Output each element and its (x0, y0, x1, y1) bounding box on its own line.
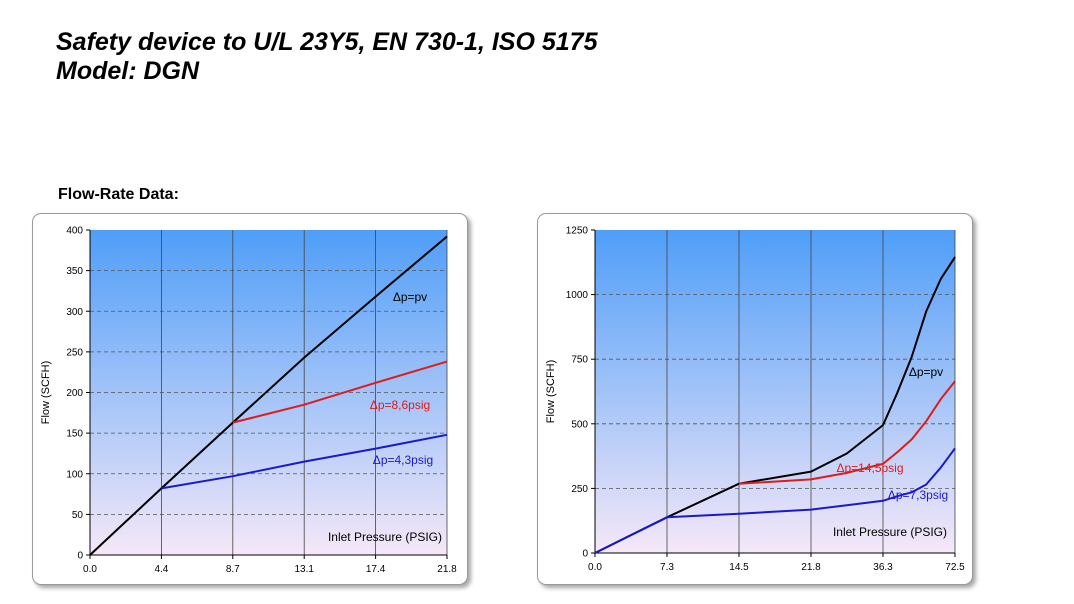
y-tick-label: 1250 (566, 226, 589, 237)
y-tick-label: 150 (66, 429, 83, 440)
y-tick-label: 200 (66, 388, 83, 399)
x-tick-label: 7.3 (660, 562, 674, 573)
x-axis-label: Inlet Pressure (PSIG) (833, 525, 947, 539)
series-label-2: Δp=4,3psig (373, 453, 433, 467)
y-tick-label: 750 (571, 355, 588, 366)
flow-chart-right: 0 250 500 750 1000 1250 0.0 7.3 14.5 21.8 36.3 72.5… (537, 213, 973, 585)
y-tick-label: 1000 (566, 290, 589, 301)
x-tick-label: 8.7 (226, 564, 240, 575)
plot-area (595, 230, 955, 553)
flow-chart-left-svg: 0 50 100 150 200 250 300 350 400 0.0 4.4 8.7 13.1 17.… (40, 226, 457, 576)
y-tick-label: 0 (77, 551, 83, 562)
series-label-1: Δp=8,6psig (370, 398, 430, 412)
y-tick-label: 300 (66, 307, 83, 318)
y-tick-label: 500 (571, 419, 588, 430)
x-tick-label: 0.0 (83, 564, 97, 575)
series-line-1 (738, 380, 956, 485)
series-label-1: Δp=14,5psig (836, 461, 903, 475)
x-tick-label: 0.0 (588, 562, 602, 573)
series-label-2: Δp=7,3psig (888, 488, 948, 502)
x-tick-label: 21.8 (801, 562, 821, 573)
y-tick-label: 250 (571, 484, 588, 495)
series-line-1 (232, 360, 448, 424)
x-tick-label: 36.3 (873, 562, 893, 573)
y-tick-label: 100 (66, 469, 83, 480)
y-tick-label: 0 (582, 549, 588, 560)
x-tick-label: 13.1 (294, 564, 314, 575)
y-tick-label: 350 (66, 266, 83, 277)
series-label-0: Δp=pv (909, 365, 943, 379)
flow-chart-left: 0 50 100 150 200 250 300 350 400 0.0 4.4 8.7 13.1 17.… (32, 213, 468, 585)
x-tick-label: 72.5 (945, 562, 965, 573)
flow-chart-right-svg: 0 250 500 750 1000 1250 0.0 7.3 14.5 21.8 36.3 72.5… (545, 226, 965, 574)
series-line-2 (594, 447, 956, 554)
section-label: Flow-Rate Data: (58, 186, 179, 203)
series-line-2 (161, 433, 448, 490)
x-tick-label: 4.4 (154, 564, 168, 575)
y-axis-label: Flow (SCFH) (40, 361, 52, 425)
x-axis-label: Inlet Pressure (PSIG) (328, 530, 442, 544)
series-line-0 (594, 256, 956, 554)
series-line-0 (89, 235, 448, 556)
y-tick-label: 400 (66, 226, 83, 237)
x-tick-label: 21.8 (437, 564, 457, 575)
y-tick-label: 50 (72, 510, 84, 521)
x-tick-label: 17.4 (366, 564, 386, 575)
x-tick-label: 14.5 (729, 562, 749, 573)
page-title: Safety device to U/L 23Y5, EN 730-1, ISO… (56, 28, 597, 86)
y-tick-label: 250 (66, 347, 83, 358)
series-label-0: Δp=pv (393, 290, 427, 304)
title-line-2: Model: DGN (56, 57, 200, 85)
y-axis-label: Flow (SCFH) (545, 360, 557, 424)
title-line-1: Safety device to U/L 23Y5, EN 730-1, ISO… (56, 28, 598, 56)
